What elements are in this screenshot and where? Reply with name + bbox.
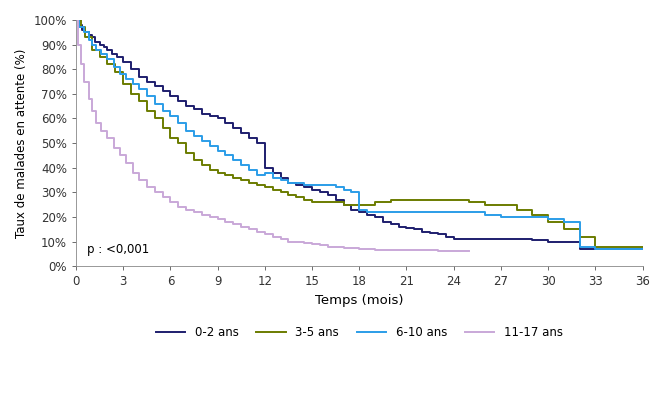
11-17 ans [182,207,190,212]
11-17 ans [80,79,88,84]
11-17 ans [158,195,166,200]
11-17 ans [88,109,96,114]
11-17 ans [371,248,379,253]
11-17 ans [190,210,198,215]
0-2 ans [285,180,293,185]
6-10 ans [158,109,166,114]
11-17 ans [347,245,355,250]
3-5 ans [591,244,599,249]
11-17 ans [269,234,277,239]
11-17 ans [143,185,151,190]
11-17 ans [332,244,340,249]
11-17 ans [221,220,229,225]
Line: 6-10 ans: 6-10 ans [76,20,642,249]
0-2 ans [237,131,245,136]
11-17 ans [434,249,442,254]
11-17 ans [135,178,143,183]
11-17 ans [324,244,332,249]
11-17 ans [253,229,261,234]
0-2 ans [576,247,584,251]
11-17 ans [74,42,82,47]
11-17 ans [174,205,182,210]
3-5 ans [166,136,174,141]
Line: 11-17 ans: 11-17 ans [76,20,469,251]
11-17 ans [213,217,221,222]
11-17 ans [300,240,308,245]
Line: 3-5 ans: 3-5 ans [76,20,642,247]
11-17 ans [116,153,124,158]
11-17 ans [122,160,130,165]
11-17 ans [450,249,458,254]
11-17 ans [418,248,426,253]
11-17 ans [402,248,410,253]
3-5 ans [513,207,521,212]
6-10 ans [371,210,379,215]
11-17 ans [465,249,473,254]
0-2 ans [72,17,80,22]
11-17 ans [76,62,84,67]
6-10 ans [80,30,88,35]
6-10 ans [638,247,646,251]
11-17 ans [104,136,112,141]
11-17 ans [261,232,269,237]
6-10 ans [97,52,105,57]
Text: p : <0,001: p : <0,001 [87,243,150,256]
3-5 ans [221,173,229,178]
Y-axis label: Taux de malades en attente (%): Taux de malades en attente (%) [15,49,28,238]
11-17 ans [277,237,285,242]
11-17 ans [237,225,245,229]
11-17 ans [340,245,348,250]
6-10 ans [591,247,599,251]
11-17 ans [293,239,301,244]
3-5 ans [72,17,80,22]
6-10 ans [72,17,80,22]
11-17 ans [128,170,136,175]
11-17 ans [198,212,206,217]
11-17 ans [355,247,363,251]
0-2 ans [143,79,151,84]
11-17 ans [205,215,213,220]
11-17 ans [151,190,159,195]
0-2 ans [560,239,568,244]
11-17 ans [84,96,92,101]
Line: 0-2 ans: 0-2 ans [76,20,642,249]
11-17 ans [387,248,395,253]
3-5 ans [143,109,151,114]
11-17 ans [72,17,80,22]
11-17 ans [92,121,100,126]
0-2 ans [638,247,646,251]
11-17 ans [363,247,371,251]
0-2 ans [465,237,473,242]
3-5 ans [111,69,119,74]
11-17 ans [245,227,253,232]
11-17 ans [166,200,174,205]
X-axis label: Temps (mois): Temps (mois) [315,294,404,307]
3-5 ans [576,234,584,239]
0-2 ans [174,99,182,104]
11-17 ans [229,222,237,227]
11-17 ans [316,243,324,248]
11-17 ans [110,146,118,151]
Legend: 0-2 ans, 3-5 ans, 6-10 ans, 11-17 ans: 0-2 ans, 3-5 ans, 6-10 ans, 11-17 ans [151,321,567,344]
6-10 ans [277,178,285,183]
6-10 ans [116,72,124,77]
11-17 ans [285,239,293,244]
11-17 ans [308,242,316,247]
11-17 ans [97,128,105,133]
3-5 ans [638,244,646,249]
